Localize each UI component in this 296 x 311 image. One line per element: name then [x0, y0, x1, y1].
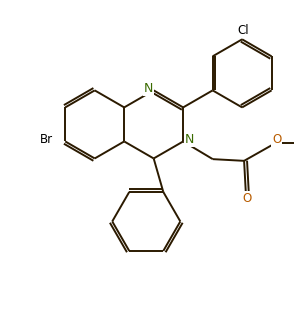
Text: O: O — [243, 192, 252, 205]
Text: N: N — [144, 81, 153, 95]
Text: Cl: Cl — [238, 24, 250, 37]
Text: O: O — [272, 133, 281, 146]
Text: N: N — [185, 132, 194, 146]
Text: Br: Br — [39, 133, 53, 146]
